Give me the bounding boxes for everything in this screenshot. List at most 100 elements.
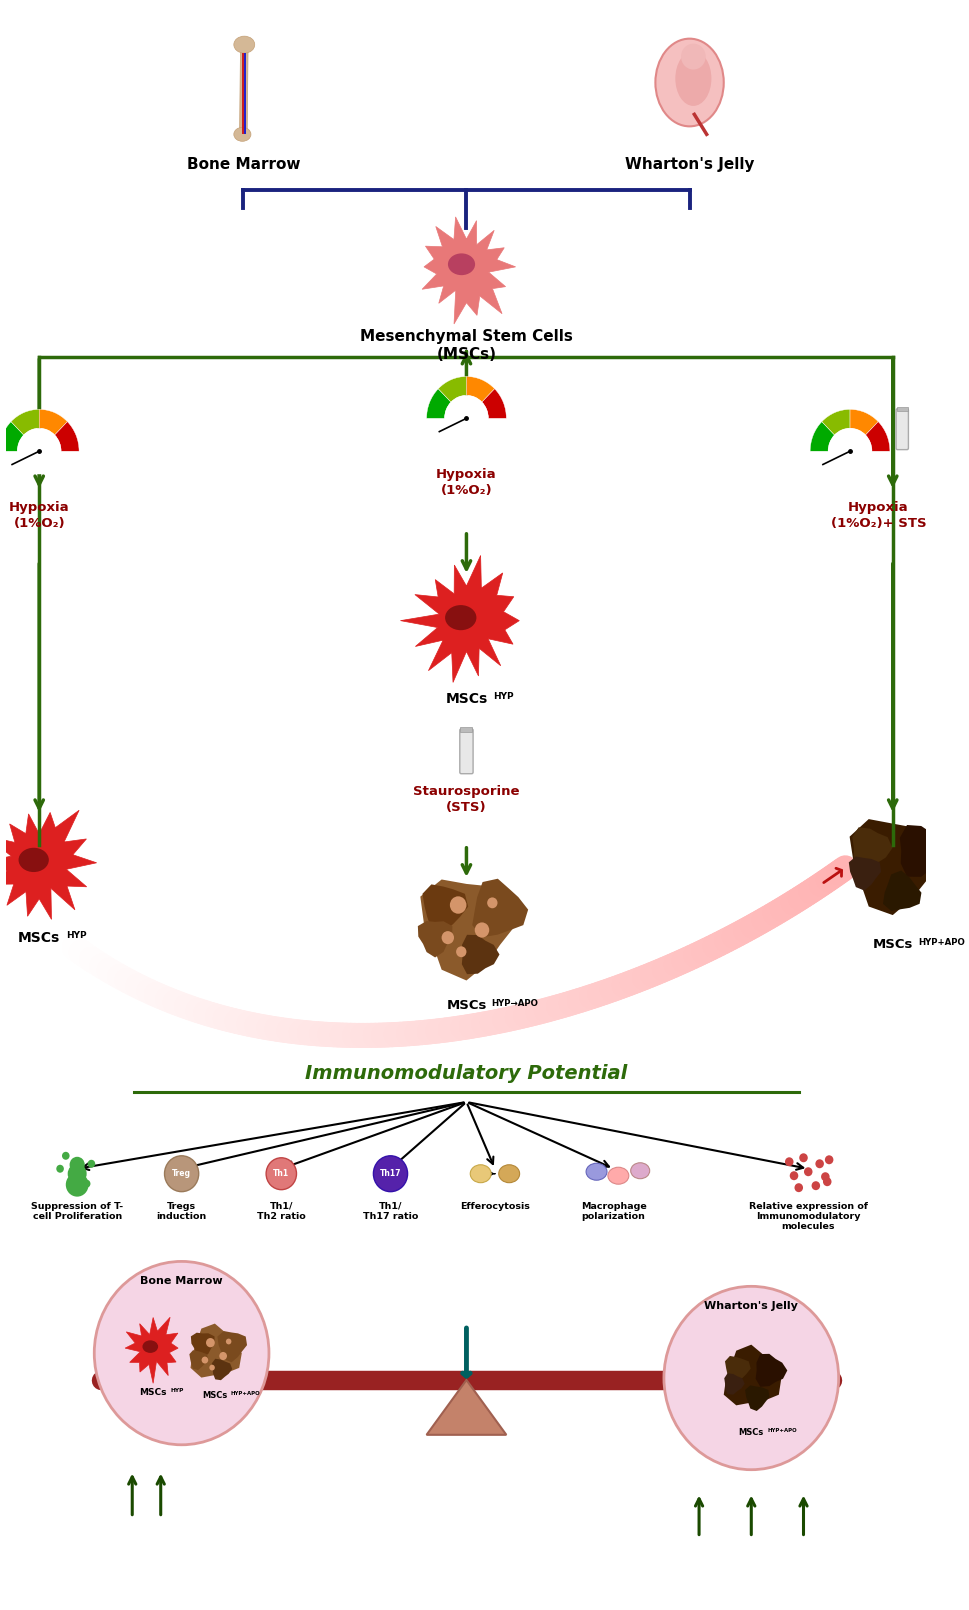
Polygon shape	[756, 1354, 788, 1386]
Ellipse shape	[142, 1341, 158, 1352]
Circle shape	[68, 1164, 86, 1183]
Text: Efferocytosis: Efferocytosis	[460, 1201, 530, 1211]
Circle shape	[828, 428, 872, 475]
Circle shape	[456, 947, 466, 958]
Text: Tregs
induction: Tregs induction	[156, 1201, 206, 1220]
Text: MSCs: MSCs	[18, 931, 60, 945]
Wedge shape	[482, 388, 507, 419]
Polygon shape	[426, 1380, 507, 1435]
Polygon shape	[211, 1359, 233, 1380]
Circle shape	[62, 1151, 70, 1159]
Text: MSCs: MSCs	[140, 1388, 167, 1397]
Text: Th17: Th17	[380, 1169, 401, 1179]
Ellipse shape	[470, 1164, 491, 1183]
Polygon shape	[745, 1385, 769, 1410]
Wedge shape	[865, 422, 890, 451]
Circle shape	[475, 923, 489, 937]
Polygon shape	[239, 48, 248, 137]
Text: HYP: HYP	[66, 931, 86, 940]
Circle shape	[815, 1159, 824, 1169]
Polygon shape	[189, 1351, 208, 1370]
Ellipse shape	[448, 253, 475, 275]
Circle shape	[165, 1156, 199, 1191]
Circle shape	[17, 428, 61, 475]
Wedge shape	[11, 409, 39, 435]
Circle shape	[206, 1338, 215, 1348]
Text: HYP+APO: HYP+APO	[918, 937, 965, 947]
Circle shape	[66, 1172, 88, 1196]
Text: Th1: Th1	[273, 1169, 290, 1179]
Text: Bone Marrow: Bone Marrow	[141, 1277, 223, 1286]
Text: Staurosporine
(STS): Staurosporine (STS)	[413, 786, 519, 813]
Circle shape	[226, 1338, 232, 1344]
Bar	[242, 53, 244, 134]
Bar	[896, 407, 908, 412]
Circle shape	[202, 1357, 208, 1364]
Polygon shape	[462, 935, 499, 974]
Wedge shape	[54, 422, 79, 451]
Text: HYP+APO: HYP+APO	[767, 1428, 797, 1433]
Text: Relative expression of
Immunomodulatory
molecules: Relative expression of Immunomodulatory …	[749, 1201, 868, 1230]
Wedge shape	[0, 422, 23, 451]
Polygon shape	[125, 1317, 178, 1383]
Ellipse shape	[445, 605, 477, 630]
Ellipse shape	[234, 35, 255, 53]
Text: Mesenchymal Stem Cells
(MSCs): Mesenchymal Stem Cells (MSCs)	[360, 328, 573, 362]
Wedge shape	[822, 409, 850, 435]
Text: Macrophage
polarization: Macrophage polarization	[580, 1201, 646, 1220]
Circle shape	[825, 1156, 833, 1164]
Polygon shape	[849, 857, 881, 890]
Text: MSCs: MSCs	[203, 1391, 228, 1401]
Text: Treg: Treg	[172, 1169, 191, 1179]
Text: HYP: HYP	[493, 692, 514, 702]
Polygon shape	[850, 819, 941, 914]
Circle shape	[209, 1365, 215, 1370]
Ellipse shape	[675, 52, 711, 106]
Text: Bone Marrow: Bone Marrow	[187, 158, 300, 172]
Circle shape	[70, 1156, 84, 1172]
Wedge shape	[810, 422, 834, 451]
Text: MSCs: MSCs	[872, 937, 913, 950]
Circle shape	[821, 1172, 829, 1182]
Bar	[76, 1177, 79, 1196]
Polygon shape	[724, 1344, 781, 1406]
Text: Hypoxia
(1%O₂): Hypoxia (1%O₂)	[9, 501, 70, 530]
Polygon shape	[191, 1333, 215, 1357]
Ellipse shape	[586, 1164, 607, 1180]
Wedge shape	[850, 409, 878, 435]
Polygon shape	[191, 1323, 242, 1378]
Polygon shape	[900, 824, 950, 877]
Ellipse shape	[655, 39, 724, 126]
Text: MSCs: MSCs	[446, 692, 487, 707]
Bar	[244, 53, 246, 134]
Circle shape	[56, 1164, 64, 1172]
Circle shape	[442, 931, 454, 943]
Ellipse shape	[234, 127, 251, 142]
Polygon shape	[422, 884, 468, 932]
Circle shape	[87, 1159, 95, 1167]
Text: Wharton's Jelly: Wharton's Jelly	[704, 1301, 798, 1311]
Polygon shape	[853, 828, 892, 869]
Text: Hypoxia
(1%O₂)+ STS: Hypoxia (1%O₂)+ STS	[830, 501, 926, 530]
Wedge shape	[466, 377, 494, 402]
Polygon shape	[724, 1373, 745, 1394]
Polygon shape	[725, 1356, 751, 1383]
Text: Th1/
Th17 ratio: Th1/ Th17 ratio	[362, 1201, 419, 1220]
Circle shape	[812, 1182, 820, 1190]
Wedge shape	[426, 388, 451, 419]
Polygon shape	[421, 879, 516, 980]
Circle shape	[681, 43, 705, 69]
Text: Immunomodulatory Potential: Immunomodulatory Potential	[305, 1064, 628, 1084]
Circle shape	[823, 1177, 831, 1187]
Text: Wharton's Jelly: Wharton's Jelly	[625, 158, 754, 172]
Polygon shape	[883, 871, 922, 911]
Circle shape	[373, 1156, 408, 1191]
Ellipse shape	[608, 1167, 629, 1185]
Ellipse shape	[631, 1162, 649, 1179]
Circle shape	[790, 1170, 798, 1180]
Circle shape	[445, 396, 488, 441]
Circle shape	[266, 1158, 297, 1190]
Circle shape	[83, 1180, 90, 1188]
Circle shape	[804, 1167, 813, 1177]
Circle shape	[219, 1352, 227, 1360]
